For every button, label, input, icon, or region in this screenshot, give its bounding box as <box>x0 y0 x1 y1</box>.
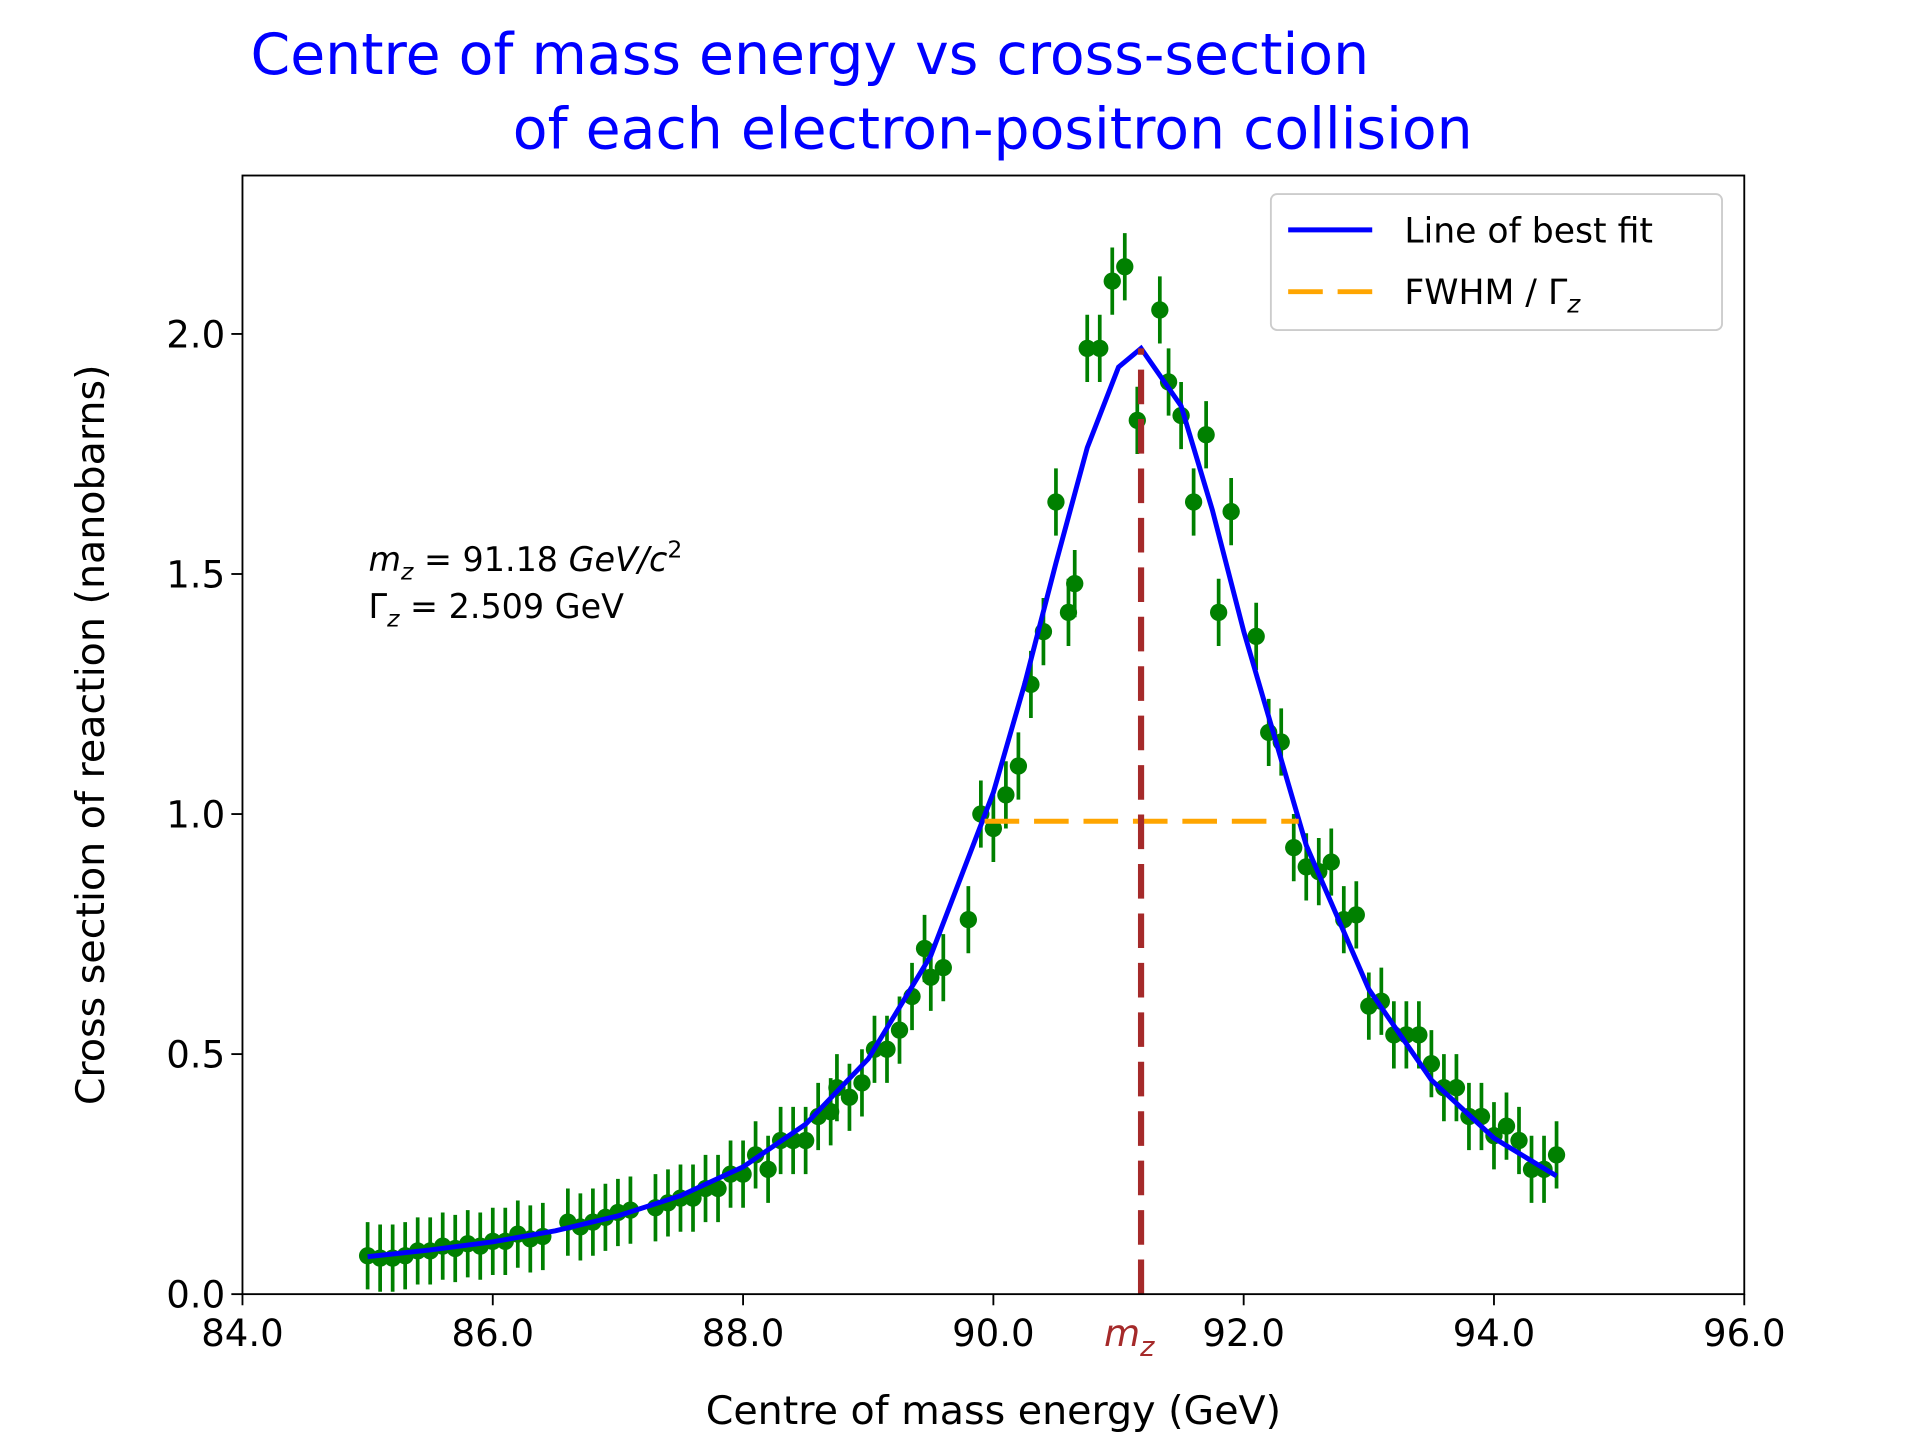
data-point <box>1422 1055 1441 1073</box>
data-point <box>709 1179 727 1198</box>
mz-subscript: z <box>1139 1332 1155 1363</box>
data-point <box>1116 258 1134 276</box>
chart-title: of each electron-positron collision <box>513 96 1473 162</box>
annotation-text: = 2.509 GeV <box>399 587 624 626</box>
data-point <box>1059 603 1078 622</box>
x-tick-label: 94.0 <box>1453 1312 1536 1355</box>
data-point <box>1091 339 1109 358</box>
data-point <box>853 1074 871 1092</box>
legend-text: FWHM / Γ <box>1404 273 1568 313</box>
annotation-superscript: 2 <box>667 535 682 563</box>
data-point <box>1047 493 1065 511</box>
data-point <box>1009 757 1028 775</box>
data-point <box>915 939 934 958</box>
data-point <box>1247 627 1265 646</box>
y-tick-label: 0.5 <box>166 1034 225 1077</box>
data-point <box>1197 426 1215 444</box>
x-tick-label: 86.0 <box>451 1312 534 1355</box>
x-tick-label: 92.0 <box>1202 1312 1285 1355</box>
data-point <box>997 786 1015 804</box>
y-tick-label: 1.5 <box>166 554 225 597</box>
data-point <box>1547 1146 1566 1164</box>
data-point <box>822 1103 840 1121</box>
annotation-symbol: Γ <box>369 587 388 626</box>
chart-title: Centre of mass energy vs cross-section <box>251 22 1370 88</box>
data-point <box>840 1088 859 1106</box>
data-point <box>1322 853 1340 871</box>
data-point <box>1285 839 1303 857</box>
legend-subscript: z <box>1566 290 1581 319</box>
x-tick-label: 84.0 <box>201 1312 284 1355</box>
x-axis-label: Centre of mass energy (GeV) <box>706 1388 1281 1434</box>
data-point <box>878 1040 896 1058</box>
x-tick-label: 88.0 <box>702 1312 785 1355</box>
x-tick-label: 96.0 <box>1703 1312 1786 1355</box>
data-point <box>1347 906 1365 924</box>
legend-label: FWHM / Γz <box>1404 273 1581 319</box>
data-point <box>1447 1079 1466 1097</box>
x-tick-label: 90.0 <box>952 1312 1035 1355</box>
data-point <box>1184 493 1203 511</box>
y-tick-label: 2.0 <box>166 314 225 357</box>
annotation-symbol: m <box>369 540 402 579</box>
data-point <box>1435 1079 1453 1097</box>
annotation: mz = 91.18 GeV/c2 <box>369 535 683 585</box>
data-point <box>1497 1117 1516 1135</box>
legend-box <box>1269 193 1723 331</box>
data-point <box>759 1160 777 1178</box>
legend-label: Line of best fit <box>1404 211 1653 251</box>
annotation-text: = 91.18 <box>413 540 568 579</box>
data-point <box>934 959 952 977</box>
data-point <box>959 911 977 929</box>
data-point <box>1078 339 1096 358</box>
data-point <box>1151 301 1169 319</box>
mz-label: mz <box>1104 1312 1155 1363</box>
data-point <box>922 968 940 986</box>
annotation-subscript: z <box>386 605 400 633</box>
data-point <box>1510 1131 1528 1150</box>
data-point <box>890 1021 909 1039</box>
data-point <box>1410 1026 1428 1044</box>
fit-line <box>367 344 1558 1260</box>
data-point <box>1209 603 1228 622</box>
annotation-subscript: z <box>400 558 414 586</box>
data-point <box>984 819 1003 838</box>
plot-frame <box>241 174 1746 1296</box>
data-point <box>1103 272 1121 290</box>
data-point <box>1066 574 1084 593</box>
y-axis-label: Cross section of reaction (nanobarns) <box>68 364 114 1105</box>
data-point <box>796 1131 815 1150</box>
annotation-unit: GeV/c <box>569 540 668 579</box>
mz-symbol: m <box>1104 1312 1140 1355</box>
data-point <box>1222 502 1240 521</box>
y-tick-label: 1.0 <box>166 794 225 837</box>
annotation: Γz = 2.509 GeV <box>369 587 625 633</box>
y-tick-label: 0.0 <box>166 1274 225 1317</box>
data-point <box>828 1079 846 1097</box>
